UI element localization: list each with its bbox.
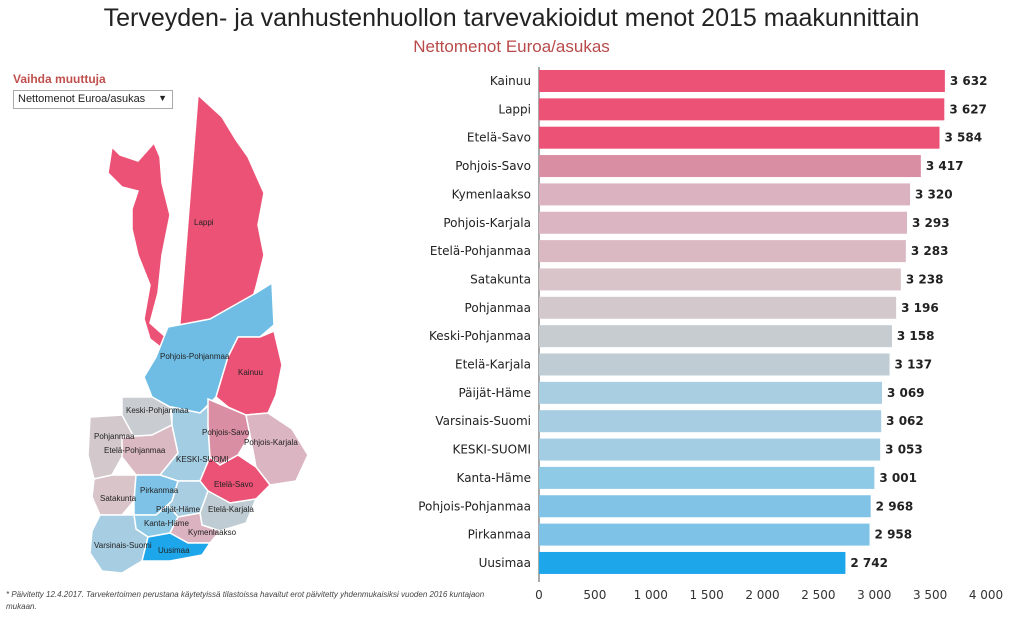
- category-label: Kanta-Häme: [457, 471, 531, 485]
- x-tick-label: 4 000: [969, 588, 1003, 602]
- x-tick-label: 500: [583, 588, 606, 602]
- map-region-uusimaa[interactable]: [141, 532, 212, 562]
- category-label: Pohjanmaa: [465, 301, 531, 315]
- value-label: 3 584: [945, 131, 983, 145]
- x-tick-label: 0: [535, 588, 543, 602]
- map-label: KESKI-SUOMI: [176, 455, 228, 464]
- value-label: 3 632: [950, 74, 988, 88]
- map-region-satakunta[interactable]: [91, 474, 137, 516]
- map-label: Kainuu: [238, 368, 263, 377]
- bar[interactable]: [539, 296, 897, 319]
- bar[interactable]: [539, 466, 875, 489]
- value-label: 2 968: [876, 499, 914, 513]
- value-label: 3 196: [901, 301, 939, 315]
- value-label: 3 627: [949, 102, 987, 116]
- footnote: * Päivitetty 12.4.2017. Tarvekertoimen p…: [6, 590, 485, 611]
- value-label: 3 320: [915, 187, 953, 201]
- bar[interactable]: [539, 240, 906, 263]
- map-region-lappi[interactable]: [107, 95, 265, 354]
- map-label: Pohjois-Savo: [202, 428, 250, 437]
- map-label: Kymenlaakso: [188, 528, 237, 537]
- x-tick-label: 3 500: [913, 588, 947, 602]
- category-label: Keski-Pohjanmaa: [429, 329, 531, 343]
- category-label: Satakunta: [470, 272, 531, 286]
- bar[interactable]: [539, 211, 907, 234]
- value-label: 3 417: [926, 159, 964, 173]
- variable-selector-label: Vaihda muuttuja: [13, 72, 106, 86]
- category-label: KESKI-SUOMI: [452, 443, 531, 457]
- variable-dropdown-value: Nettomenot Euroa/asukas: [18, 93, 146, 105]
- category-label: Kymenlaakso: [452, 187, 531, 201]
- category-label: Päijät-Häme: [458, 386, 531, 400]
- value-label: 3 069: [887, 386, 925, 400]
- bars-group: Kainuu 3 632 Lappi 3 627 Etelä-Savo 3 584 Pohj…: [418, 70, 987, 574]
- x-tick-label: 1 500: [689, 588, 723, 602]
- bar[interactable]: [539, 353, 890, 376]
- chevron-down-icon[interactable]: ▼: [158, 93, 167, 103]
- map-region-pohjois-karjala[interactable]: [245, 412, 309, 486]
- category-label: Uusimaa: [479, 556, 531, 570]
- chart-title: Terveyden- ja vanhustenhuollon tarvevaki…: [103, 4, 920, 32]
- variable-dropdown[interactable]: Nettomenot Euroa/asukas ▼: [13, 90, 173, 109]
- category-label: Lappi: [498, 102, 531, 116]
- map-label: Uusimaa: [158, 546, 190, 555]
- x-tick-label: 2 000: [745, 588, 779, 602]
- map-label: Päijät-Häme: [156, 505, 201, 514]
- map-region-pohjanmaa[interactable]: [87, 414, 135, 480]
- value-label: 2 742: [850, 556, 888, 570]
- map-label: Varsinais-Suomi: [94, 541, 152, 550]
- finland-region-map: Lappi Pohjois-Pohjanmaa Kainuu Keski-Poh…: [87, 95, 309, 574]
- map-label: Keski-Pohjanmaa: [126, 406, 189, 415]
- x-tick-label: 1 000: [634, 588, 668, 602]
- value-label: 3 001: [879, 471, 917, 485]
- bar[interactable]: [539, 495, 871, 518]
- map-label: Lappi: [194, 218, 214, 227]
- bar[interactable]: [539, 438, 881, 461]
- bar[interactable]: [539, 155, 921, 178]
- bar[interactable]: [539, 70, 945, 92]
- value-label: 3 062: [886, 414, 924, 428]
- value-label: 3 293: [912, 216, 950, 230]
- value-label: 3 238: [906, 272, 944, 286]
- bar[interactable]: [539, 268, 901, 291]
- bar[interactable]: [539, 98, 945, 121]
- map-label: Pohjois-Pohjanmaa: [160, 352, 230, 361]
- map-label: Satakunta: [100, 494, 137, 503]
- map-label: Pirkanmaa: [140, 486, 179, 495]
- category-label: Etelä-Pohjanmaa: [430, 244, 531, 258]
- map-label: Kanta-Häme: [144, 519, 189, 528]
- bar[interactable]: [539, 381, 882, 404]
- map-label: Pohjois-Karjala: [244, 438, 298, 447]
- x-tick-label: 3 000: [857, 588, 891, 602]
- map-label: Etelä-Pohjanmaa: [104, 446, 166, 455]
- category-label: Etelä-Karjala: [455, 358, 531, 372]
- map-label: Etelä-Savo: [214, 480, 254, 489]
- category-label: Pohjois-Pohjanmaa: [418, 499, 531, 513]
- bar[interactable]: [539, 410, 882, 433]
- map-label: Etelä-Karjala: [208, 505, 254, 514]
- x-axis-ticks: 0 500 1 000 1 500 2 000 2 500 3 000 3 500 4 000: [535, 588, 1003, 602]
- map-label: Pohjanmaa: [94, 432, 135, 441]
- bar[interactable]: [539, 126, 940, 149]
- category-label: Kainuu: [490, 74, 531, 88]
- category-label: Pirkanmaa: [468, 528, 531, 542]
- bar[interactable]: [539, 183, 911, 206]
- value-label: 3 053: [885, 443, 923, 457]
- category-label: Pohjois-Karjala: [443, 216, 531, 230]
- category-label: Varsinais-Suomi: [435, 414, 531, 428]
- value-label: 3 137: [895, 358, 933, 372]
- value-label: 3 283: [911, 244, 949, 258]
- category-label: Pohjois-Savo: [455, 159, 531, 173]
- x-tick-label: 2 500: [801, 588, 835, 602]
- category-label: Etelä-Savo: [467, 131, 531, 145]
- chart-subtitle: Nettomenot Euroa/asukas: [413, 37, 610, 56]
- value-label: 2 958: [875, 528, 913, 542]
- bar[interactable]: [539, 551, 846, 574]
- value-label: 3 158: [897, 329, 935, 343]
- bar[interactable]: [539, 523, 870, 546]
- bar[interactable]: [539, 325, 892, 348]
